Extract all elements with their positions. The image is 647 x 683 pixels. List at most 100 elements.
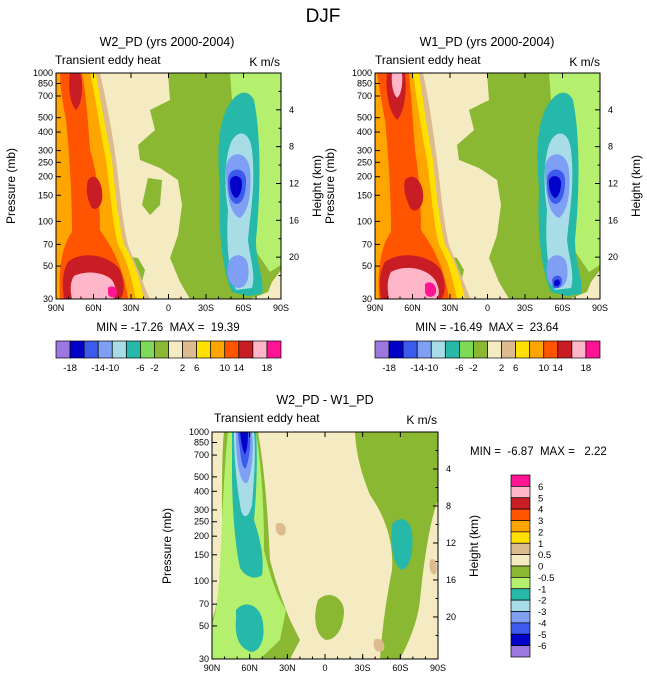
colorbar-label: 4: [538, 505, 543, 516]
y-tick-label: 100: [357, 216, 372, 226]
colorbar-label: 2: [538, 527, 543, 538]
colorbar-label: -10: [424, 363, 438, 374]
y-tick-label: 1000: [33, 68, 53, 78]
panel-subtitle: Transient eddy heat: [214, 411, 320, 425]
contour-darkblue: [549, 176, 561, 287]
colorbar-swatch: [473, 340, 488, 359]
panel-difference: W2_PD - W1_PD Transient eddy heat K m/s …: [160, 393, 607, 673]
colorbar-swatch: [510, 508, 531, 521]
colorbar-swatch: [510, 633, 531, 646]
x-tick-label: 90S: [592, 303, 608, 313]
y-tick-label: 100: [38, 216, 53, 226]
colorbar-swatch: [69, 340, 85, 359]
colorbar-swatch: [510, 565, 531, 578]
colorbar-label: 10: [538, 363, 549, 374]
x-tick-label: 0: [485, 303, 490, 313]
colorbar-swatch: [55, 340, 71, 359]
colorbar-swatch: [402, 340, 418, 359]
y2-axis-label: Height (km): [467, 515, 481, 577]
y-tick-label: 70: [199, 599, 209, 609]
y-tick-label: 250: [357, 157, 372, 167]
colorbar-label: -2: [469, 363, 477, 374]
contour-field: [212, 432, 438, 659]
y2-tick-label: 12: [446, 538, 456, 548]
colorbar-swatch: [529, 340, 545, 359]
y-tick-label: 850: [194, 438, 209, 448]
colorbar-swatch: [543, 340, 559, 359]
colorbar-swatch: [388, 340, 404, 359]
y-tick-label: 250: [38, 157, 53, 167]
colorbar-swatch: [416, 340, 432, 359]
colorbar-swatch: [510, 611, 531, 624]
colorbar-label: -14: [91, 363, 105, 374]
colorbar-label: -2: [538, 596, 546, 607]
y-tick-label: 300: [194, 505, 209, 515]
y2-tick-label: 8: [608, 142, 613, 152]
x-tick-label: 30N: [123, 303, 140, 313]
contour-blue: [547, 169, 565, 289]
colorbar-swatch: [266, 340, 282, 359]
panel-w2: W2_PD (yrs 2000-2004) Transient eddy hea…: [4, 35, 324, 374]
x-tick-label: 30S: [198, 303, 214, 313]
colorbar-swatch: [585, 340, 601, 359]
y2-tick-label: 4: [289, 105, 294, 115]
colorbar-label: 14: [553, 363, 564, 374]
colorbar-swatch: [182, 340, 197, 359]
colorbar-swatch: [557, 340, 573, 359]
colorbar-label: 0.5: [538, 550, 551, 561]
stats-text: MIN = -6.87 MAX = 2.22: [470, 446, 607, 458]
panel-title: W2_PD (yrs 2000-2004): [100, 35, 235, 49]
colorbar-swatch: [210, 340, 226, 359]
y-tick-label: 50: [199, 621, 209, 631]
y2-tick-label: 16: [446, 575, 456, 585]
y-axis-label: Pressure (mb): [160, 508, 174, 584]
colorbar: -18 -14 -10 -6 -2 2 6 10 14 18: [55, 340, 282, 374]
y-axis-label: Pressure (mb): [4, 148, 18, 224]
y-tick-label: 700: [194, 450, 209, 460]
y-tick-label: 200: [194, 531, 209, 541]
y2-axis-label: Height (km): [310, 155, 324, 217]
colorbar-label: -14: [410, 363, 424, 374]
y2-tick-label: 8: [446, 501, 451, 511]
colorbar-label: 10: [219, 363, 230, 374]
x-tick-label: 30N: [279, 663, 296, 673]
contour-field: [375, 73, 600, 299]
x-tick-label: 0: [166, 303, 171, 313]
y-tick-label: 100: [194, 576, 209, 586]
colorbar-swatch: [487, 340, 502, 359]
y-tick-label: 400: [357, 127, 372, 137]
colorbar-label: 6: [513, 363, 518, 374]
colorbar-label: -3: [538, 607, 546, 618]
colorbar-swatch: [510, 531, 531, 544]
colorbar-swatch: [374, 340, 390, 359]
y2-tick-label: 20: [608, 252, 618, 262]
y-tick-label: 500: [357, 113, 372, 123]
y2-axis-ticks: 20 16 12 8 4: [276, 90, 299, 277]
y-tick-label: 50: [43, 261, 53, 271]
x-tick-label: 60N: [85, 303, 102, 313]
panel-title: W1_PD (yrs 2000-2004): [420, 35, 555, 49]
y2-tick-label: 4: [608, 105, 613, 115]
y-tick-label: 150: [357, 190, 372, 200]
colorbar-swatch: [168, 340, 183, 359]
colorbar-label: 18: [581, 363, 592, 374]
colorbar-swatch: [252, 340, 268, 359]
contour-field: [56, 73, 281, 299]
colorbar-label: -18: [382, 363, 396, 374]
y2-tick-label: 4: [446, 464, 451, 474]
colorbar-label: 18: [262, 363, 273, 374]
panel-w1: W1_PD (yrs 2000-2004) Transient eddy hea…: [323, 35, 643, 374]
colorbar-label: -2: [150, 363, 158, 374]
y-tick-label: 500: [38, 113, 53, 123]
y-tick-label: 200: [38, 172, 53, 182]
x-tick-label: 0: [322, 663, 327, 673]
colorbar-swatch: [83, 340, 99, 359]
colorbar-swatch: [510, 554, 531, 567]
colorbar-label: 1: [538, 539, 543, 550]
y-tick-label: 70: [362, 239, 372, 249]
